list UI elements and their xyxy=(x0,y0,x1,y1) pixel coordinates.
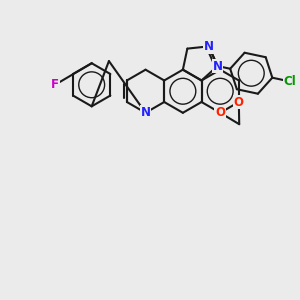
Text: N: N xyxy=(204,40,214,53)
Text: N: N xyxy=(212,60,223,73)
Text: Cl: Cl xyxy=(284,75,297,88)
Text: F: F xyxy=(51,78,59,91)
Text: O: O xyxy=(215,106,225,119)
Text: O: O xyxy=(234,95,244,109)
Text: N: N xyxy=(141,106,151,119)
